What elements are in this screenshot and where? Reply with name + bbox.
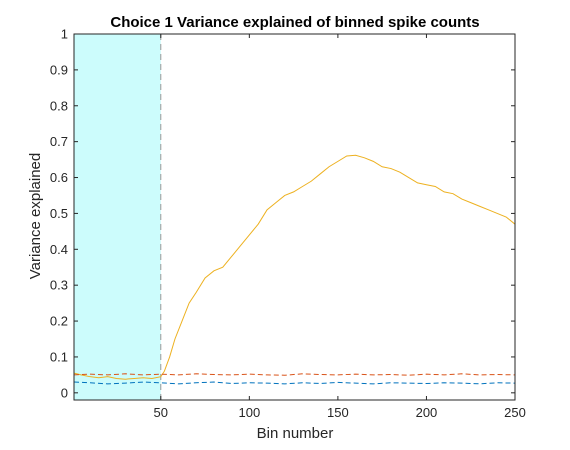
x-tick-label: 100 [238,405,260,420]
y-tick-label: 0.5 [50,206,68,221]
y-tick-label: 0.6 [50,170,68,185]
y-tick-label: 1 [61,27,68,42]
y-tick-label: 0.4 [50,242,68,257]
x-tick-label: 50 [154,405,168,420]
axes-box [73,33,516,401]
y-tick-label: 0 [61,385,68,400]
y-tick-label: 0.2 [50,314,68,329]
y-tick-label: 0.3 [50,278,68,293]
y-tick-label: 0.1 [50,349,68,364]
chart-title: Choice 1 Variance explained of binned sp… [110,14,479,31]
y-tick-label: 0.7 [50,134,68,149]
y-tick-label: 0.9 [50,62,68,77]
y-tick-label: 0.8 [50,98,68,113]
series-line-2 [73,373,516,376]
series-line-3 [73,381,516,385]
series-line-1 [73,154,516,380]
plot-area: 50 100 150 200 250 0 0.1 0.2 0.3 0.4 0.5 0.6 0.7 0.8 0… [50,27,526,421]
y-axis-label: Variance explained [27,153,44,279]
x-tick-label: 250 [504,405,526,420]
x-tick-label: 150 [327,405,349,420]
shaded-region [74,34,161,400]
x-axis-label: Bin number [257,425,334,442]
x-tick-label: 200 [416,405,438,420]
